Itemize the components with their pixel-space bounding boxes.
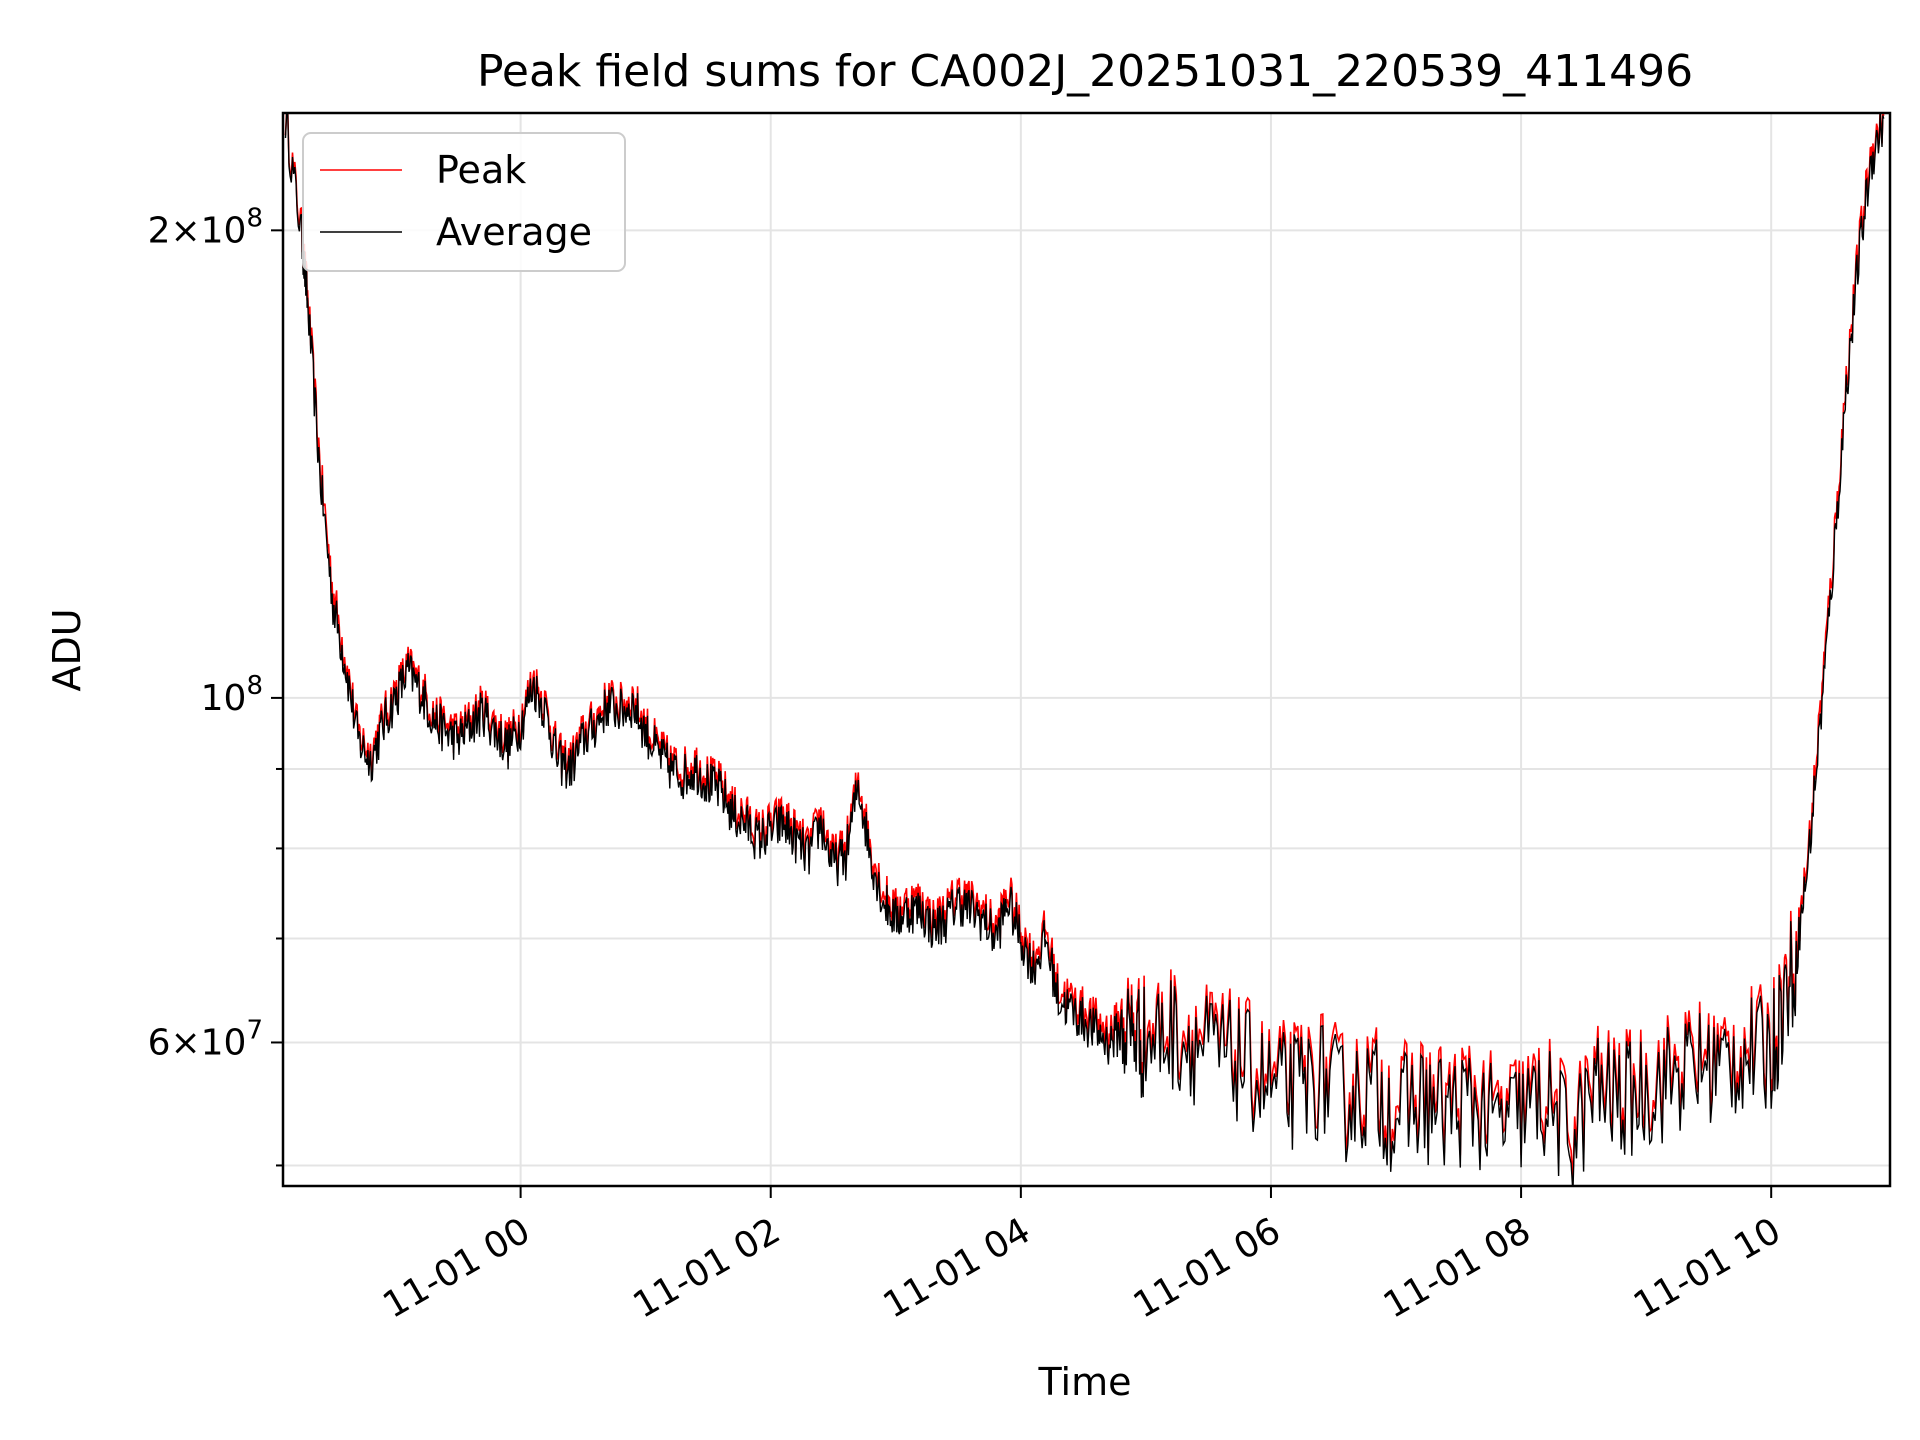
y-tick-label: 2×108 <box>148 203 263 251</box>
chart-title: Peak field sums for CA002J_20251031_2205… <box>477 46 1693 97</box>
x-tick-label: 11-01 00 <box>376 1210 537 1326</box>
y-axis: 6×107 108 2×108 <box>148 203 283 1167</box>
legend-label-peak: Peak <box>436 148 526 192</box>
series-lines <box>284 113 1885 1186</box>
x-tick-label: 11-01 08 <box>1377 1210 1538 1326</box>
plot-frame <box>281 111 1892 1188</box>
y-tick-label: 108 <box>201 671 263 719</box>
x-tick-label: 11-01 02 <box>627 1210 788 1326</box>
legend-label-average: Average <box>436 210 592 254</box>
grid <box>283 113 1890 1186</box>
x-tick-label: 11-01 06 <box>1127 1210 1288 1326</box>
x-axis: 11-01 00 11-01 02 11-01 04 11-01 06 11-01 08… <box>376 1186 1788 1327</box>
x-tick-label: 11-01 10 <box>1627 1210 1788 1326</box>
y-axis-label: ADU <box>45 608 89 691</box>
series-line-average <box>284 113 1885 1186</box>
x-axis-label: Time <box>1038 1360 1132 1404</box>
legend: Peak Average <box>302 132 626 272</box>
x-tick-label: 11-01 04 <box>877 1210 1038 1326</box>
legend-box <box>302 132 626 272</box>
y-tick-label: 6×107 <box>148 1015 263 1063</box>
